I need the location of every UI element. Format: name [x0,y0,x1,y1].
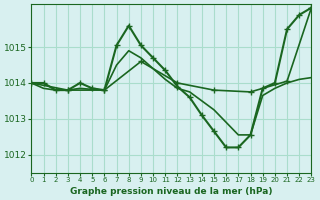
X-axis label: Graphe pression niveau de la mer (hPa): Graphe pression niveau de la mer (hPa) [70,187,273,196]
